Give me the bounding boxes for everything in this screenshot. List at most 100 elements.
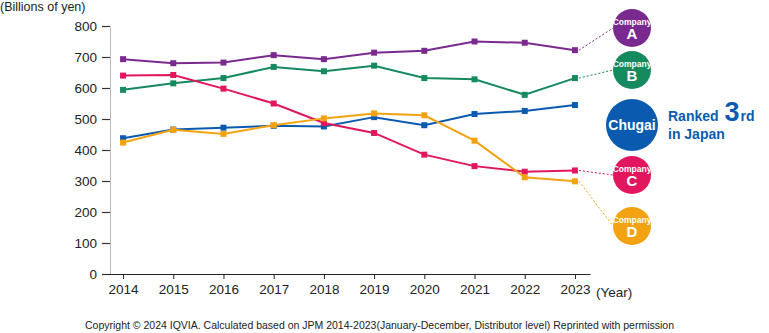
x-tick: 2018 xyxy=(309,274,339,297)
legend-label: CompanyD xyxy=(613,215,652,240)
y-tick-mark xyxy=(102,26,110,27)
x-tick-label: 2019 xyxy=(360,282,390,297)
series-line xyxy=(123,42,575,64)
series-marker xyxy=(421,122,427,128)
legend-label-part: B xyxy=(627,67,638,84)
series-marker xyxy=(421,152,427,158)
series-marker xyxy=(472,138,478,144)
legend-swatch xyxy=(613,51,651,89)
y-tick: 200 xyxy=(74,205,110,220)
series-marker xyxy=(522,40,528,46)
x-tick-mark xyxy=(374,274,375,279)
y-axis-line xyxy=(110,27,111,275)
legend-leader xyxy=(579,70,613,78)
legend-swatch xyxy=(606,99,658,151)
legend-item: Chugai xyxy=(606,99,658,151)
y-tick: 700 xyxy=(74,50,110,65)
x-tick-mark xyxy=(173,274,174,279)
x-tick-mark xyxy=(475,274,476,279)
x-tick-label: 2023 xyxy=(560,282,590,297)
y-tick-label: 800 xyxy=(74,19,97,34)
series-marker xyxy=(220,125,226,131)
y-tick-mark xyxy=(102,57,110,58)
x-tick-mark xyxy=(424,274,425,279)
y-tick: 400 xyxy=(74,143,110,158)
series-marker xyxy=(321,68,327,74)
legend-label: Chugai xyxy=(608,117,655,133)
x-tick-label: 2015 xyxy=(159,282,189,297)
series-marker xyxy=(572,47,578,53)
annotation-part: Ranked xyxy=(668,108,719,124)
y-tick-label: 500 xyxy=(74,112,97,127)
legend-leader xyxy=(579,28,613,50)
series-marker xyxy=(271,123,277,129)
x-tick: 2014 xyxy=(109,274,140,297)
legend-item: CompanyB xyxy=(579,51,652,89)
y-tick: 600 xyxy=(74,81,110,96)
x-tick: 2023 xyxy=(560,274,590,297)
y-tick: 100 xyxy=(74,236,110,251)
legend-swatch xyxy=(613,207,651,245)
y-tick-label: 300 xyxy=(74,174,97,189)
legend-leader xyxy=(579,181,613,226)
series-marker xyxy=(371,50,377,56)
x-tick: 2015 xyxy=(159,274,189,297)
y-tick-mark xyxy=(102,119,110,120)
x-tick-mark xyxy=(525,274,526,279)
y-tick-label: 400 xyxy=(74,143,97,158)
x-tick: 2016 xyxy=(209,274,239,297)
x-tick-mark xyxy=(324,274,325,279)
x-axis-line xyxy=(109,274,591,275)
x-axis-title: (Year) xyxy=(596,285,632,300)
legend-swatch xyxy=(613,9,651,47)
annotation-text: Ranked 3rd xyxy=(668,97,755,127)
x-tick: 2021 xyxy=(460,274,490,297)
y-tick: 800 xyxy=(74,19,110,34)
series-marker xyxy=(220,86,226,92)
series-marker xyxy=(522,92,528,98)
y-tick: 300 xyxy=(74,174,110,189)
series-line xyxy=(123,75,575,172)
legend-item: CompanyA xyxy=(579,9,652,50)
y-axis: 0100200300400500600700800 xyxy=(74,19,110,282)
x-tick-label: 2018 xyxy=(309,282,339,297)
x-tick-label: 2020 xyxy=(410,282,440,297)
series-line xyxy=(123,105,575,138)
series-marker xyxy=(271,122,277,128)
series-marker xyxy=(472,163,478,169)
annotation-part: 3 xyxy=(725,97,740,127)
y-tick-label: 200 xyxy=(74,205,97,220)
series-marker xyxy=(572,102,578,108)
series-marker xyxy=(522,169,528,175)
series-marker xyxy=(522,174,528,180)
x-tick-mark xyxy=(223,274,224,279)
series-marker xyxy=(572,178,578,184)
series-marker xyxy=(321,56,327,62)
series-marker xyxy=(421,48,427,54)
x-tick-label: 2021 xyxy=(460,282,490,297)
series-marker xyxy=(321,115,327,121)
series-marker xyxy=(170,127,176,133)
y-tick-label: 100 xyxy=(74,236,97,251)
series-marker xyxy=(170,60,176,66)
y-tick: 500 xyxy=(74,112,110,127)
y-tick-label: 600 xyxy=(74,81,97,96)
annotation: Ranked3rdin Japan xyxy=(668,97,755,142)
annotation-part: rd xyxy=(741,108,755,124)
series-marker xyxy=(371,63,377,69)
x-tick: 2020 xyxy=(410,274,440,297)
legend-label: CompanyC xyxy=(613,164,652,189)
series-marker xyxy=(371,130,377,136)
y-tick-mark xyxy=(102,150,110,151)
series-marker xyxy=(170,127,176,133)
series-marker xyxy=(421,75,427,81)
series-marker xyxy=(120,140,126,146)
legend-label-part: D xyxy=(627,223,638,240)
series-marker xyxy=(220,131,226,137)
legend-swatch xyxy=(613,156,651,194)
series-marker xyxy=(170,80,176,86)
x-tick-label: 2017 xyxy=(259,282,289,297)
x-axis: 2014201520162017201820192020202120222023 xyxy=(109,274,591,297)
y-tick-mark xyxy=(102,181,110,182)
series-marker xyxy=(120,56,126,62)
